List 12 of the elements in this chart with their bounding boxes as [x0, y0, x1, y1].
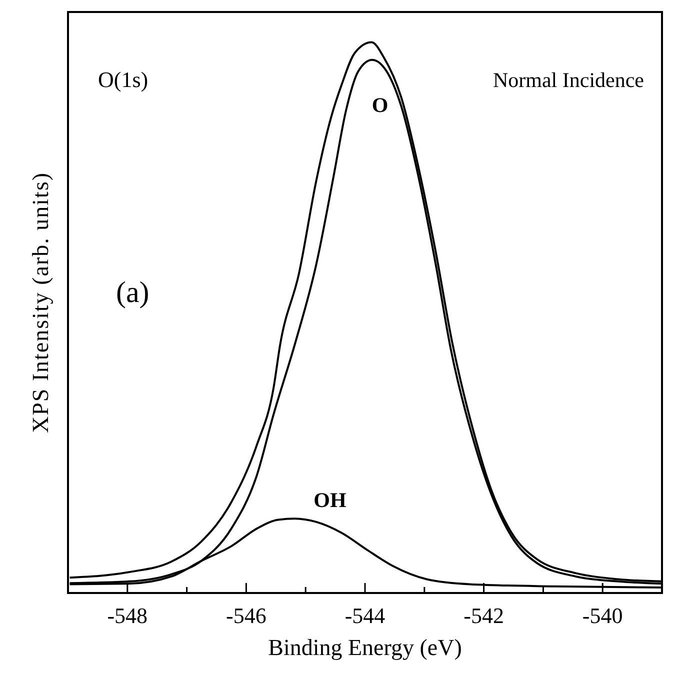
x-tick-label: -546 [226, 603, 266, 628]
x-tick-label: -548 [107, 603, 148, 628]
annotation: OH [314, 488, 346, 512]
x-axis-title: Binding Energy (eV) [268, 635, 462, 660]
annotation: O(1s) [98, 67, 148, 92]
x-tick-label: -544 [344, 603, 386, 628]
annotation: (a) [116, 276, 150, 309]
y-axis-title: XPS Intensity (arb. units) [28, 172, 53, 434]
x-tick-label: -540 [582, 603, 623, 628]
annotation: O [372, 93, 388, 117]
x-tick-label: -542 [464, 603, 504, 628]
annotation: Normal Incidence [492, 68, 644, 92]
